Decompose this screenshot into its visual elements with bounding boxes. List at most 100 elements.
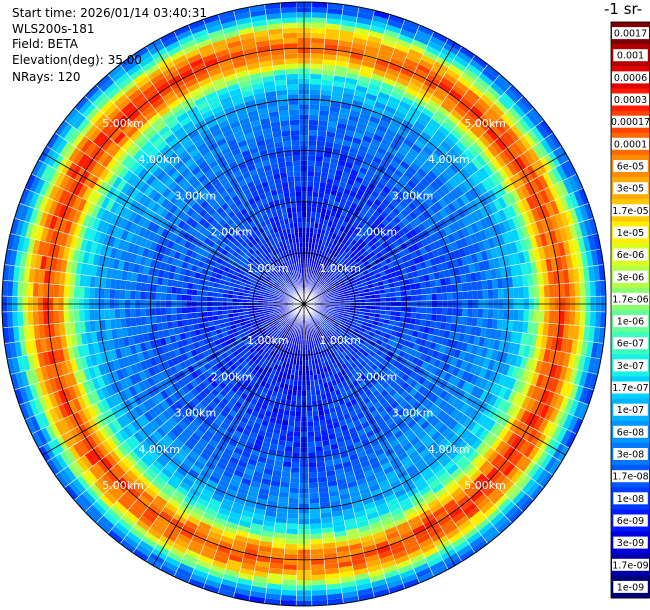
range-gate (417, 167, 428, 178)
range-gate (338, 346, 344, 353)
range-gate (316, 135, 326, 142)
range-gate (381, 137, 392, 147)
range-gate (460, 193, 470, 205)
range-gate (402, 442, 414, 452)
range-gate (511, 392, 522, 406)
range-gate (370, 237, 378, 245)
range-gate (388, 14, 405, 25)
range-gate (329, 283, 335, 288)
range-gate (326, 131, 336, 138)
range-gate (335, 266, 342, 273)
range-gate (382, 323, 389, 329)
range-gate (437, 452, 449, 464)
range-gate (351, 164, 361, 172)
range-gate (453, 105, 467, 118)
range-gate (487, 308, 494, 319)
range-gate (346, 319, 353, 324)
ray-separator (303, 303, 562, 463)
range-gate (414, 318, 421, 326)
range-gate (342, 288, 349, 293)
range-gate (502, 164, 514, 179)
range-gate (456, 341, 464, 351)
range-gate (434, 162, 446, 174)
range-gate (431, 482, 445, 494)
range-gate (428, 403, 438, 414)
range-gate (306, 385, 311, 391)
range-gate (381, 401, 391, 410)
range-gate (443, 330, 450, 339)
range-gate (330, 243, 336, 250)
range-gate (583, 219, 593, 236)
range-gate (474, 387, 485, 400)
range-gate (363, 363, 371, 371)
range-gate (306, 217, 311, 223)
range-gate (310, 68, 323, 75)
range-gate (406, 432, 417, 443)
range-gate (370, 190, 380, 199)
range-gate (405, 446, 417, 456)
range-gate (382, 413, 392, 423)
range-gate (386, 67, 400, 77)
range-gate (463, 446, 476, 459)
range-gate (486, 318, 493, 329)
range-gate (322, 198, 330, 205)
range-gate (488, 201, 498, 214)
range-gate (344, 300, 351, 303)
range-gate (424, 320, 431, 328)
range-gate (434, 343, 442, 352)
range-gate (349, 300, 356, 303)
range-gate (281, 579, 297, 586)
range-gate (483, 504, 498, 519)
range-gate (320, 89, 333, 96)
range-gate (588, 326, 595, 343)
range-gate (428, 459, 441, 471)
range-gate (348, 266, 355, 273)
range-gate (314, 314, 319, 319)
range-gate (498, 386, 508, 399)
range-gate (428, 272, 435, 281)
range-gate (408, 147, 420, 158)
range-gate (387, 202, 396, 212)
range-gate (417, 430, 428, 441)
range-gate (470, 344, 479, 355)
range-gate (327, 266, 332, 272)
range-gate (346, 284, 353, 289)
range-gate (574, 385, 584, 402)
range-gate (316, 291, 321, 296)
range-gate (456, 121, 470, 134)
range-gate (478, 428, 490, 442)
range-gate (363, 244, 371, 251)
range-gate (369, 251, 376, 258)
range-gate (515, 454, 528, 470)
range-gate (408, 450, 420, 461)
range-gate (350, 47, 365, 56)
range-gate (448, 448, 460, 460)
range-gate (484, 64, 501, 79)
range-gate (440, 77, 455, 89)
range-gate (443, 269, 450, 278)
range-gate (387, 324, 394, 331)
range-gate (486, 160, 498, 174)
range-gate (325, 209, 332, 216)
range-gate (451, 174, 463, 186)
range-gate (330, 269, 336, 275)
range-gate (500, 113, 515, 128)
range-gate (429, 341, 437, 351)
range-gate (334, 70, 347, 78)
range-gate (529, 235, 538, 249)
range-gate (307, 441, 316, 448)
range-gate (279, 429, 288, 436)
range-gate (505, 353, 513, 366)
range-gate (405, 223, 414, 232)
range-gate (558, 180, 569, 197)
range-gate (415, 337, 422, 345)
range-gate (356, 122, 368, 131)
range-gate (405, 133, 418, 144)
range-gate (314, 441, 323, 447)
range-gate (332, 290, 338, 294)
range-gate (514, 121, 528, 136)
range-gate (487, 107, 501, 121)
range-gate (350, 333, 357, 339)
range-gate (392, 86, 406, 97)
range-gate (508, 508, 524, 524)
